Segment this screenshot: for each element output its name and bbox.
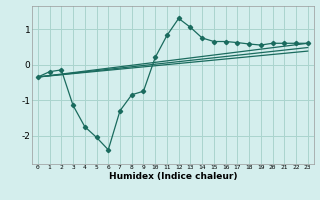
X-axis label: Humidex (Indice chaleur): Humidex (Indice chaleur) — [108, 172, 237, 181]
